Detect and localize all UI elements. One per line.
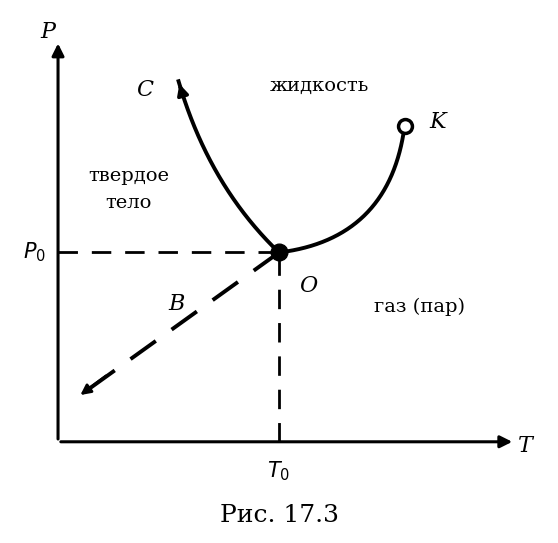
Text: P: P xyxy=(41,21,55,43)
Text: Рис. 17.3: Рис. 17.3 xyxy=(219,504,339,527)
Text: газ (пар): газ (пар) xyxy=(374,298,465,315)
Text: K: K xyxy=(430,111,446,133)
Text: жидкость: жидкость xyxy=(270,77,369,94)
Text: T: T xyxy=(518,435,532,457)
Text: C: C xyxy=(137,79,153,101)
Text: B: B xyxy=(168,293,184,315)
Text: $T_0$: $T_0$ xyxy=(267,460,291,483)
Text: O: O xyxy=(299,275,318,297)
Text: твердое
тело: твердое тело xyxy=(88,167,169,212)
Text: $P_0$: $P_0$ xyxy=(22,241,46,264)
